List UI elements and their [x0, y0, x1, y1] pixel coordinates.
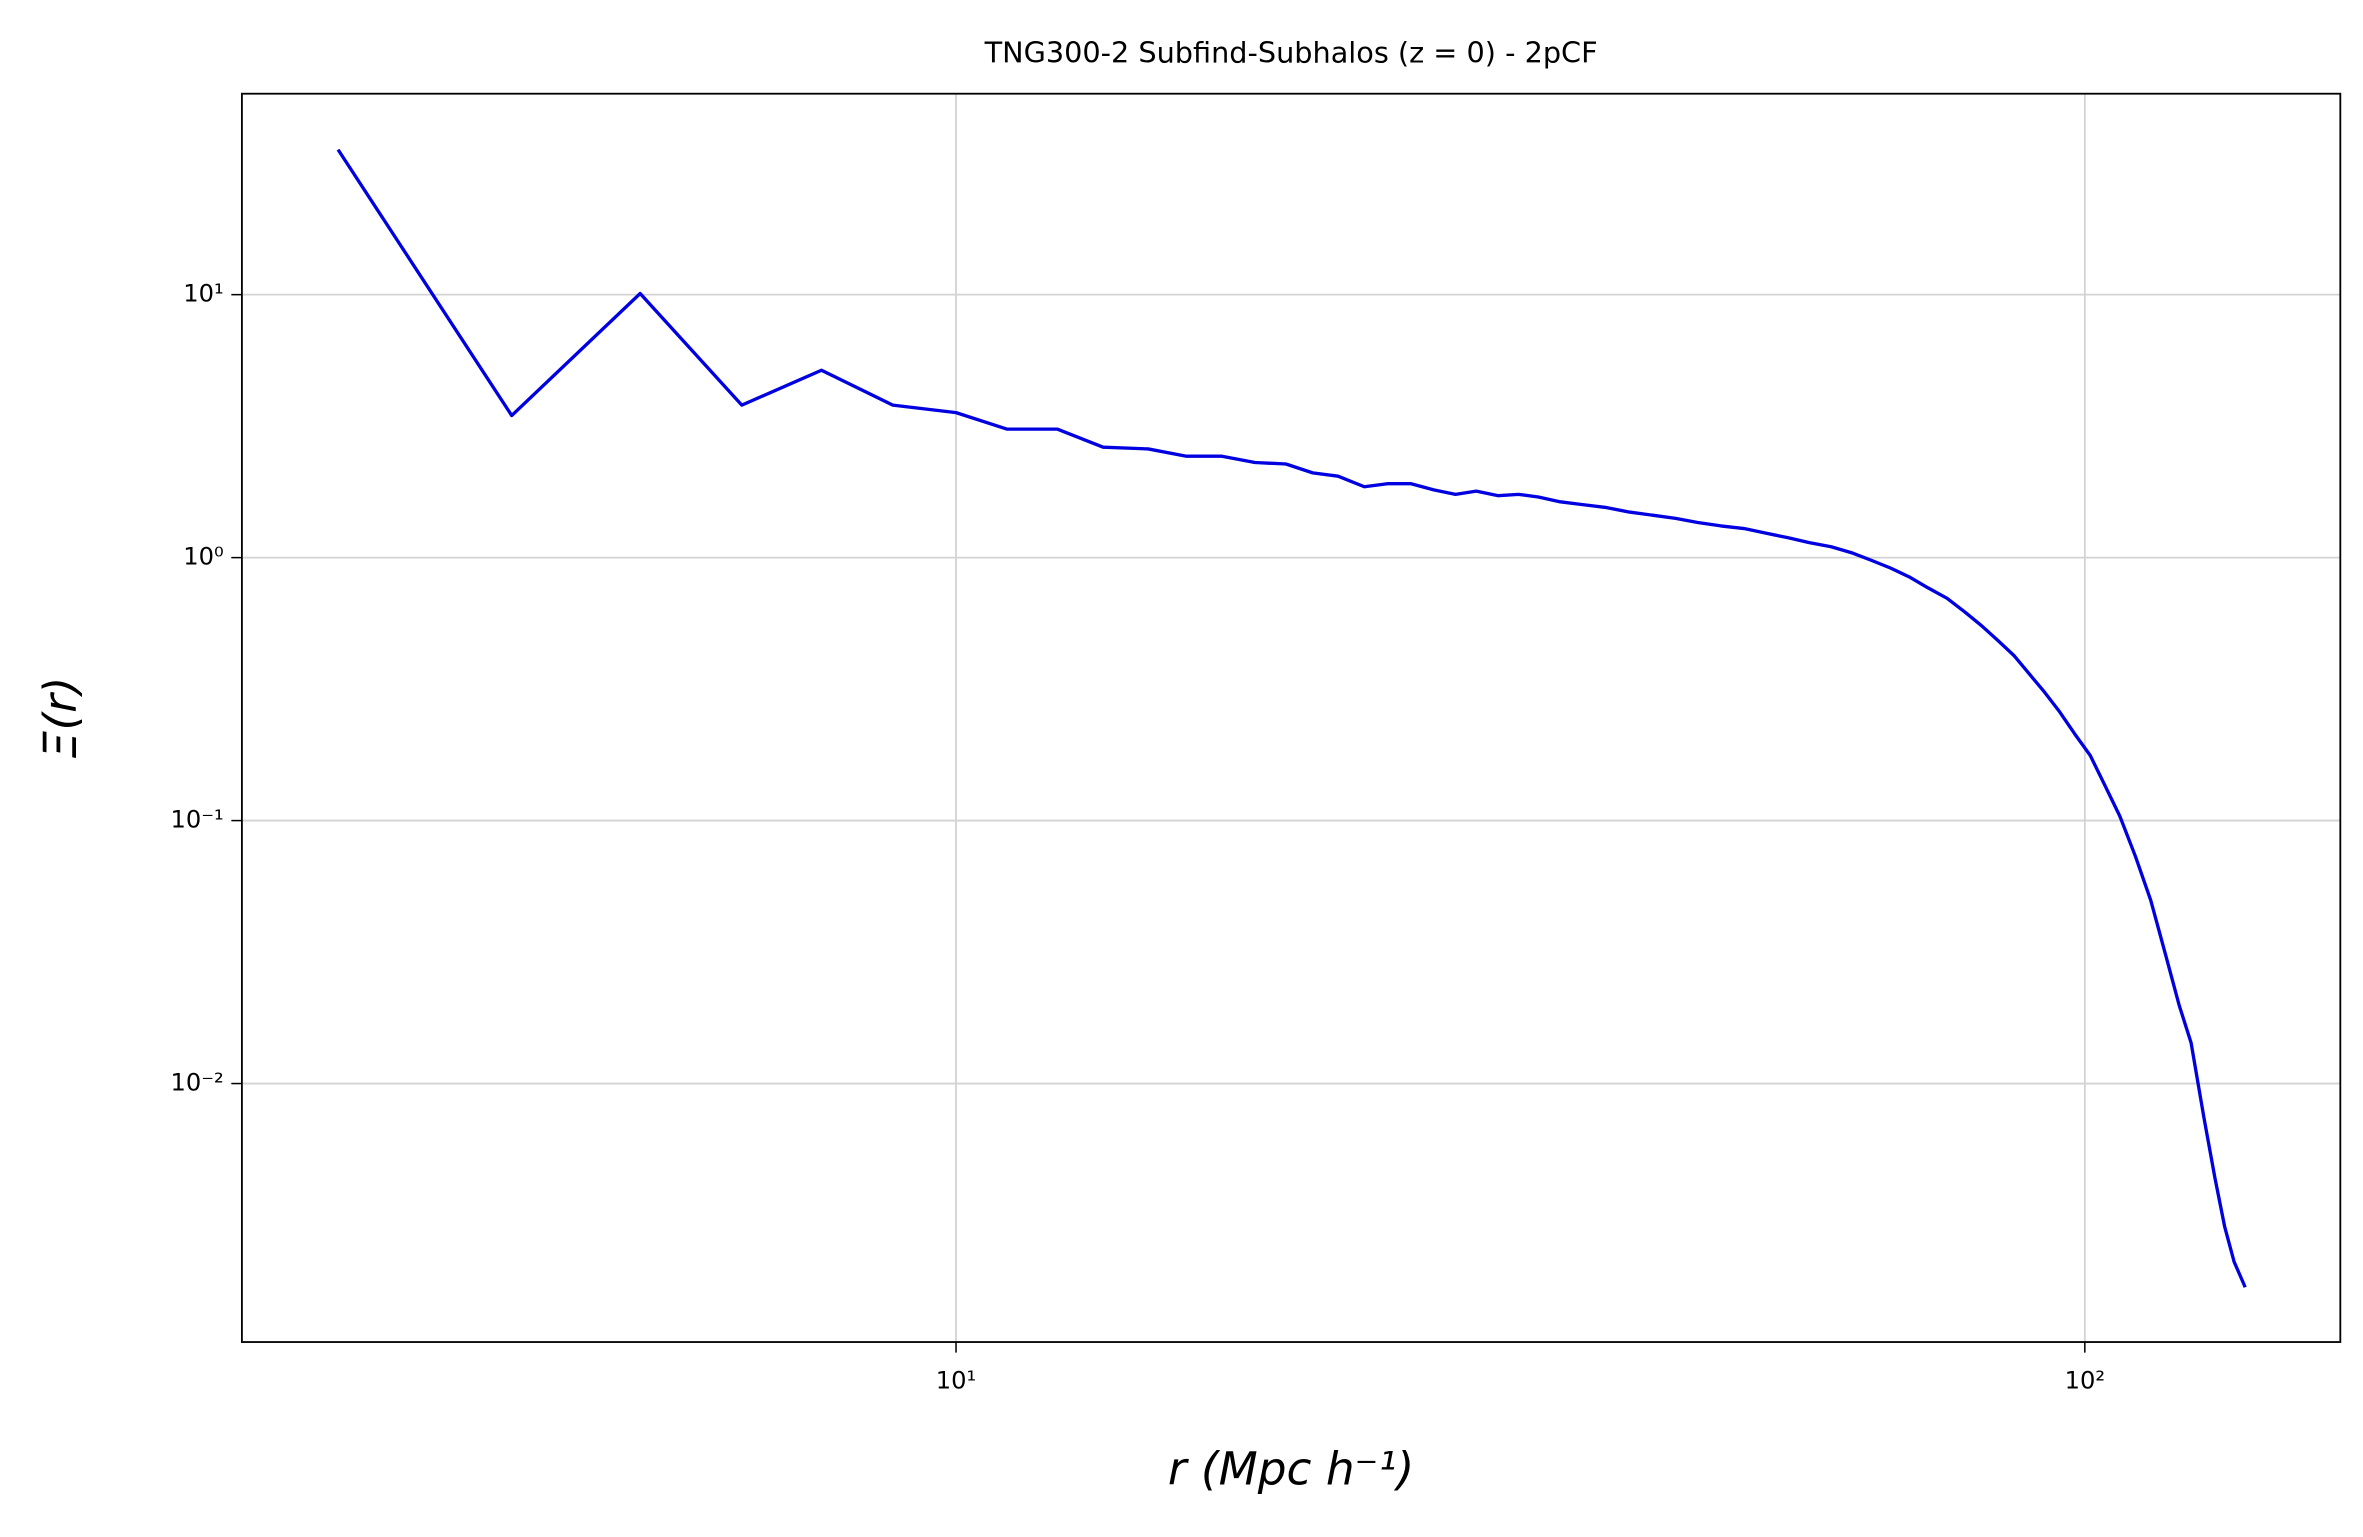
chart-title: TNG300-2 Subfind-Subhalos (z = 0) - 2pCF [984, 35, 1598, 69]
y-tick-label: 10¹ [183, 280, 223, 308]
y-tick-label: 10⁻¹ [171, 806, 224, 834]
x-tick-label: 10² [2065, 1366, 2105, 1394]
x-tick-label: 10¹ [936, 1366, 976, 1394]
y-axis-label: Ξ(r) [34, 677, 87, 760]
y-tick-label: 10⁻² [171, 1069, 224, 1097]
x-axis-label: r (Mpc h⁻¹) [1168, 1443, 1414, 1496]
data-line [336, 148, 2247, 1288]
plot-frame [240, 92, 2342, 1343]
y-tick-label: 10⁰ [183, 543, 223, 571]
